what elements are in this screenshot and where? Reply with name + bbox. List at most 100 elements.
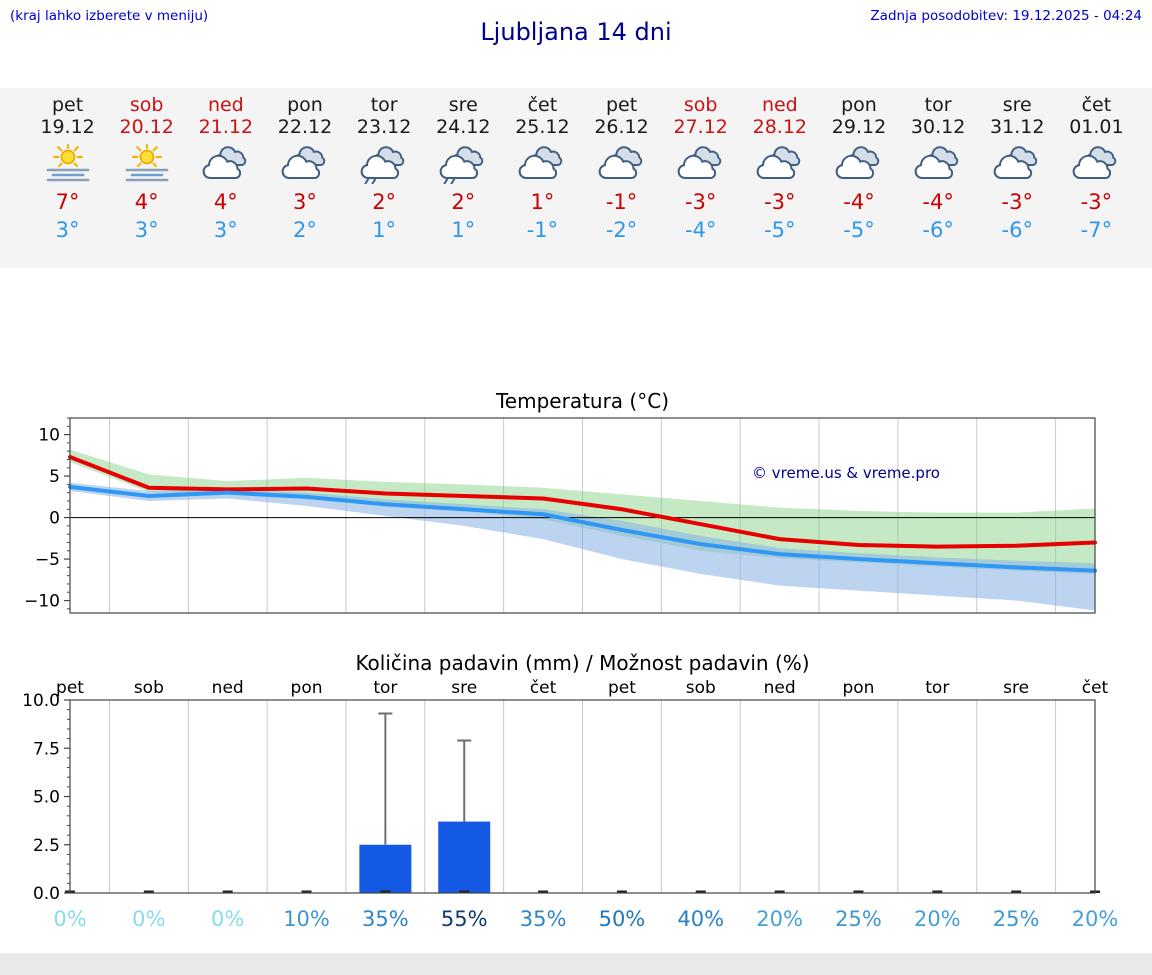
day-name-label: čet — [527, 94, 558, 116]
cloud-drizzle-icon — [345, 144, 424, 188]
day-name-label: sre — [1002, 94, 1032, 116]
low-temp-label: -5° — [764, 218, 796, 242]
low-temp-label: 1° — [372, 218, 397, 242]
day-name-label: pet — [51, 94, 84, 116]
day-name-label: sob — [129, 94, 164, 116]
low-temp-label: -2° — [605, 218, 638, 242]
svg-text:−5: −5 — [35, 550, 60, 570]
low-temp-label: -4° — [684, 218, 717, 242]
day-name-label: tor — [924, 94, 952, 116]
forecast-day[interactable]: tor 30.12 -4° -6° — [899, 88, 978, 268]
watermark-link[interactable]: © vreme.us & vreme.pro — [752, 464, 940, 482]
cloud-icon — [661, 144, 740, 188]
day-date-label: 01.01 — [1069, 116, 1124, 138]
svg-text:0: 0 — [49, 509, 60, 529]
forecast-day[interactable]: sre 31.12 -3° -6° — [978, 88, 1057, 268]
precip-probability-label: 0% — [53, 907, 86, 931]
forecast-day[interactable]: pon 29.12 -4° -5° — [819, 88, 898, 268]
high-temp-label: 1° — [530, 190, 555, 214]
svg-text:sre: sre — [451, 678, 477, 698]
svg-text:sre: sre — [1003, 678, 1029, 698]
high-temp-label: -3° — [1080, 190, 1113, 214]
cloud-icon — [265, 144, 344, 188]
low-temp-label: -6° — [1001, 218, 1033, 242]
svg-text:5.0: 5.0 — [33, 788, 60, 808]
day-name-label: pon — [841, 94, 877, 116]
temperature-chart: Temperatura (°C) −10 −5 0 5 10 © vreme.us & vr… — [24, 389, 1097, 614]
svg-text:Količina padavin (mm) / Možnos: Količina padavin (mm) / Možnost padavin … — [355, 651, 809, 675]
cloud-icon — [899, 144, 978, 188]
high-temp-label: -1° — [605, 190, 638, 214]
cloud-icon — [740, 144, 819, 188]
svg-text:sob: sob — [134, 678, 164, 698]
day-name-label: ned — [207, 94, 244, 116]
cloud-icon — [1057, 144, 1136, 188]
high-temp-label: 2° — [451, 190, 476, 214]
precip-probability-label: 10% — [283, 907, 330, 931]
cloud-icon — [819, 144, 898, 188]
sun-haze-icon — [28, 143, 107, 188]
cloud-icon — [186, 144, 265, 188]
forecast-day[interactable]: čet 25.12 1° -1° — [503, 88, 582, 268]
footer-bar — [0, 953, 1152, 975]
forecast-day[interactable]: ned 28.12 -3° -5° — [740, 88, 819, 268]
day-date-label: 28.12 — [752, 116, 808, 138]
cloud-icon — [978, 144, 1057, 188]
day-date-label: 31.12 — [990, 116, 1045, 138]
page-title: Ljubljana 14 dni — [480, 18, 672, 46]
cloud-icon — [503, 144, 582, 188]
low-temp-label: 3° — [55, 218, 80, 242]
forecast-day[interactable]: pet 26.12 -1° -2° — [582, 88, 661, 268]
day-name-label: sob — [683, 94, 718, 116]
high-temp-label: -4° — [922, 190, 954, 214]
location-menu-hint: (kraj lahko izberete v meniju) — [10, 8, 209, 24]
high-temp-label: -3° — [1001, 190, 1033, 214]
svg-text:ned: ned — [212, 678, 244, 698]
precip-probability-label: 55% — [441, 907, 488, 931]
precipitation-chart: Količina padavin (mm) / Možnost padavin … — [22, 651, 1119, 931]
forecast-day[interactable]: sob 27.12 -3° -4° — [661, 88, 740, 268]
high-temp-label: 3° — [293, 190, 317, 214]
forecast-day[interactable]: ned 21.12 4° 3° — [186, 88, 265, 268]
precip-probability-label: 20% — [1072, 907, 1119, 931]
low-temp-label: -1° — [526, 218, 559, 242]
day-name-label: pon — [287, 94, 323, 116]
day-date-label: 30.12 — [910, 116, 966, 138]
precip-probability-label: 50% — [599, 907, 646, 931]
day-date-label: 25.12 — [515, 116, 570, 138]
sun-haze-icon — [107, 143, 186, 188]
forecast-strip: pet 19.12 7° 3° sob 20.12 4° 3° ned 21.12 4° 3° pon 2… — [0, 88, 1152, 268]
svg-text:pon: pon — [842, 678, 874, 698]
day-name-label: sre — [448, 94, 478, 116]
forecast-day[interactable]: pet 19.12 7° 3° — [28, 88, 107, 268]
high-temp-label: -3° — [764, 190, 796, 214]
last-update-label: Zadnja posodobitev: 19.12.2025 - 04:24 — [870, 8, 1142, 24]
precip-probability-label: 35% — [520, 907, 567, 931]
day-date-label: 19.12 — [40, 116, 95, 138]
forecast-day[interactable]: čet 01.01 -3° -7° — [1057, 88, 1136, 268]
day-date-label: 29.12 — [831, 116, 887, 138]
svg-text:−10: −10 — [24, 592, 60, 612]
forecast-day[interactable]: pon 22.12 3° 2° — [265, 88, 344, 268]
precip-probability-label: 20% — [914, 907, 961, 931]
forecast-day[interactable]: tor 23.12 2° 1° — [345, 88, 424, 268]
svg-text:čet: čet — [1082, 678, 1109, 698]
high-temp-label: -4° — [843, 190, 875, 214]
day-date-label: 23.12 — [356, 116, 412, 138]
low-temp-label: -6° — [922, 218, 954, 242]
svg-text:sob: sob — [686, 678, 716, 698]
svg-text:tor: tor — [925, 678, 949, 698]
precip-probability-label: 40% — [677, 907, 724, 931]
low-temp-label: -5° — [843, 218, 875, 242]
day-date-label: 26.12 — [594, 116, 649, 138]
precip-probability-label: 25% — [835, 907, 882, 931]
forecast-day[interactable]: sob 20.12 4° 3° — [107, 88, 186, 268]
precip-probability-label: 25% — [993, 907, 1040, 931]
precip-probability-label: 0% — [211, 907, 244, 931]
day-date-label: 27.12 — [673, 116, 728, 138]
high-temp-label: 2° — [372, 190, 397, 214]
forecast-day[interactable]: sre 24.12 2° 1° — [424, 88, 503, 268]
svg-text:2.5: 2.5 — [33, 836, 60, 856]
low-temp-label: 3° — [134, 218, 159, 242]
high-temp-label: 7° — [55, 190, 80, 214]
